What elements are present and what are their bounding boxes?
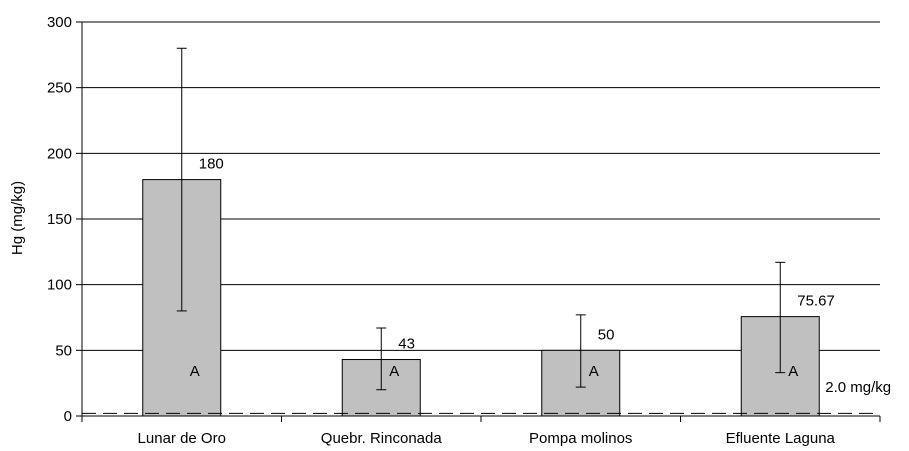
group-letter-3: A — [788, 363, 798, 380]
group-letter-0: A — [190, 363, 200, 380]
data-label-1: 43 — [398, 336, 415, 353]
y-tick-label-0: 0 — [64, 408, 72, 425]
data-label-3: 75.67 — [797, 293, 835, 310]
group-letter-2: A — [589, 363, 599, 380]
x-tick-label-2: Pompa molinos — [529, 430, 632, 447]
y-axis-title: Hg (mg/kg) — [9, 181, 26, 255]
x-tick-label-0: Lunar de Oro — [138, 430, 226, 447]
reference-line-label: 2.0 mg/kg — [825, 379, 891, 396]
data-label-0: 180 — [199, 156, 224, 173]
x-tick-label-1: Quebr. Rinconada — [321, 430, 443, 447]
y-tick-label-150: 150 — [47, 211, 72, 228]
y-tick-label-100: 100 — [47, 277, 72, 294]
x-tick-label-3: Efluente Laguna — [726, 430, 836, 447]
y-tick-label-250: 250 — [47, 80, 72, 97]
y-tick-label-200: 200 — [47, 145, 72, 162]
data-label-2: 50 — [598, 326, 615, 343]
y-tick-label-300: 300 — [47, 14, 72, 31]
y-tick-label-50: 50 — [55, 342, 72, 359]
group-letter-1: A — [389, 363, 399, 380]
